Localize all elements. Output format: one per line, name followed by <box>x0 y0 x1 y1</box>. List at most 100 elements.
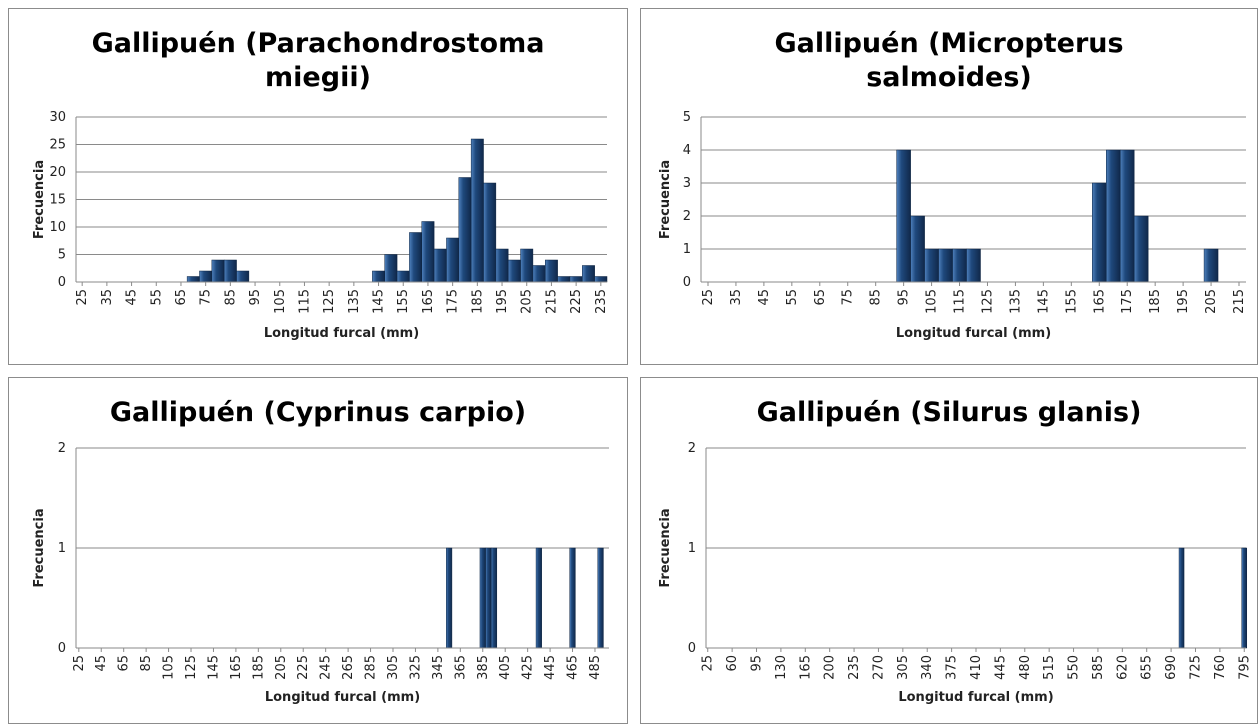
x-tick-label: 95 <box>248 289 263 306</box>
x-tick-label: 405 <box>498 655 513 680</box>
y-tick-label: 15 <box>49 193 66 208</box>
x-tick-label: 235 <box>594 289 609 314</box>
x-tick-label: 340 <box>920 655 935 680</box>
y-tick-label: 2 <box>683 209 691 224</box>
y-axis-title: Frecuencia <box>32 160 47 239</box>
chart: 0 5 10 15 20 25 30 25 35 45 55 65 75 85 95 105 115 125 135… <box>32 110 609 341</box>
x-tick-label: 115 <box>297 289 312 314</box>
x-tick-label: 305 <box>386 655 401 680</box>
bar <box>421 221 435 283</box>
bar <box>223 259 237 283</box>
x-tick-label: 95 <box>750 655 765 672</box>
x-tick-label: 25 <box>72 655 87 672</box>
x-tick-label: 55 <box>149 289 164 306</box>
x-tick-label: 245 <box>319 655 334 680</box>
x-tick-label: 105 <box>273 289 288 314</box>
bar <box>372 270 385 283</box>
x-tick-label: 130 <box>774 655 789 680</box>
bar <box>924 248 939 283</box>
x-tick-label: 620 <box>1115 655 1130 680</box>
x-tick-label: 25 <box>75 289 90 306</box>
x-tick-label: 385 <box>476 655 491 680</box>
x-tick-label: 205 <box>274 655 289 680</box>
x-tick-label: 725 <box>1188 655 1203 680</box>
x-tick-label: 25 <box>701 655 716 672</box>
bar <box>535 547 542 649</box>
y-tick-label: 30 <box>49 110 66 125</box>
x-tick-label: 305 <box>896 655 911 680</box>
bar <box>910 215 925 283</box>
x-tick-label: 35 <box>729 289 744 306</box>
x-tick-label: 215 <box>1232 289 1247 314</box>
x-tick-label: 60 <box>725 655 740 672</box>
x-tick-label: 105 <box>162 655 177 680</box>
x-tick-label: 205 <box>1204 289 1219 314</box>
bar <box>186 276 200 283</box>
x-tick-label: 585 <box>1091 655 1106 680</box>
x-tick-label: 165 <box>1092 289 1107 314</box>
x-tick-label: 175 <box>446 289 461 314</box>
bar <box>966 248 981 283</box>
x-axis-title: Longitud furcal (mm) <box>896 326 1051 341</box>
bar <box>479 547 486 649</box>
x-tick-label: 480 <box>1018 655 1033 680</box>
bar <box>470 138 484 283</box>
chart-panel: Gallipuén (Silurus glanis) 0 1 2 25 60 95 130 1… <box>640 377 1258 724</box>
x-tick-label: 185 <box>470 289 485 314</box>
x-tick-label: 75 <box>841 289 856 306</box>
y-tick-label: 1 <box>58 541 66 556</box>
x-tick-label: 55 <box>785 289 800 306</box>
y-tick-label: 25 <box>49 138 66 153</box>
chart-title: Gallipuén (Micropterus salmoides) <box>774 28 1124 93</box>
x-tick-label: 485 <box>588 655 603 680</box>
x-tick-label: 45 <box>757 289 772 306</box>
x-tick-label: 65 <box>813 289 828 306</box>
bar <box>384 254 398 283</box>
x-tick-label: 165 <box>229 655 244 680</box>
x-tick-label: 105 <box>925 289 940 314</box>
x-tick-label: 85 <box>869 289 884 306</box>
x-tick-label: 95 <box>897 289 912 306</box>
x-tick-label: 35 <box>100 289 115 306</box>
x-tick-label: 445 <box>993 655 1008 680</box>
x-tick-label: 165 <box>421 289 436 314</box>
y-tick-label: 1 <box>683 242 691 257</box>
x-tick-label: 175 <box>1120 289 1135 314</box>
x-tick-label: 235 <box>847 655 862 680</box>
bar <box>545 259 558 283</box>
x-tick-label: 155 <box>1064 289 1079 314</box>
y-tick-label: 0 <box>688 641 696 656</box>
x-tick-label: 75 <box>199 289 214 306</box>
x-tick-label: 125 <box>322 289 337 314</box>
x-tick-label: 265 <box>341 655 356 680</box>
x-tick-label: 145 <box>1036 289 1051 314</box>
bar <box>582 265 595 283</box>
bar <box>507 259 521 283</box>
y-tick-label: 0 <box>58 641 66 656</box>
bar <box>1178 547 1185 649</box>
x-tick-label: 25 <box>701 289 716 306</box>
bar <box>433 248 447 283</box>
x-tick-label: 195 <box>495 289 510 314</box>
x-axis-title: Longitud furcal (mm) <box>264 326 419 341</box>
x-tick-label: 200 <box>823 655 838 680</box>
x-tick-label: 345 <box>431 655 446 680</box>
x-tick-label: 145 <box>206 655 221 680</box>
y-tick-label: 0 <box>58 275 66 290</box>
x-tick-label: 155 <box>396 289 411 314</box>
bar <box>1133 215 1149 283</box>
x-tick-label: 225 <box>296 655 311 680</box>
x-tick-label: 85 <box>223 289 238 306</box>
x-tick-label: 185 <box>1148 289 1163 314</box>
x-tick-label: 165 <box>798 655 813 680</box>
x-tick-label: 550 <box>1067 655 1082 680</box>
x-tick-label: 185 <box>251 655 266 680</box>
y-tick-label: 2 <box>688 441 696 456</box>
x-axis-title: Longitud furcal (mm) <box>898 690 1053 705</box>
chart-title: Gallipuén (Cyprinus carpio) <box>109 397 527 428</box>
x-tick-label: 195 <box>1176 289 1191 314</box>
x-tick-label: 125 <box>184 655 199 680</box>
x-tick-label: 205 <box>520 289 535 314</box>
